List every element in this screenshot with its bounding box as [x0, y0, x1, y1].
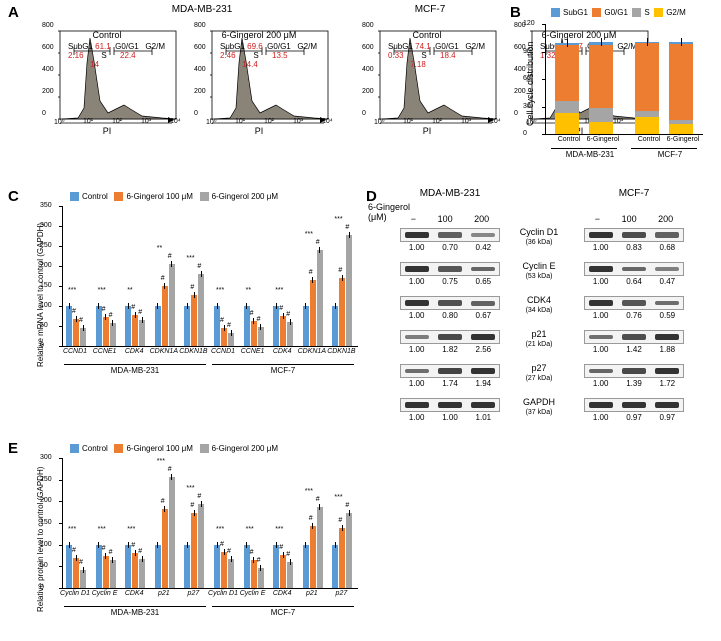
bar	[103, 556, 109, 589]
panel-e-ylabel: Relative protein level to control (GAPDH…	[36, 467, 45, 612]
bar	[132, 553, 138, 588]
flow-plot-2: ControlSubG1 74.1 G0/G1 G2/M0.33 S 18.4 …	[352, 18, 502, 138]
bar	[251, 560, 257, 588]
bar	[346, 235, 352, 346]
bar	[332, 306, 338, 346]
bar	[339, 278, 345, 346]
bar	[139, 320, 145, 346]
bar	[303, 545, 309, 588]
stacked-bar	[589, 42, 613, 134]
westernblot-row: 1.000.750.65	[400, 262, 500, 286]
bar	[139, 559, 145, 588]
bar	[317, 507, 323, 588]
westernblot-row: 1.000.640.47	[584, 262, 684, 286]
bar	[169, 264, 175, 346]
panel-b-ylabel: Cell cycle distribution	[525, 41, 535, 126]
bar	[103, 317, 109, 346]
bar	[303, 306, 309, 346]
panel-c-ylabel: Relative mRNA level to control (GAPDH)	[36, 223, 45, 367]
bar	[198, 274, 204, 346]
bar	[191, 513, 197, 588]
bar	[251, 321, 257, 346]
westernblot-row: 1.001.822.56	[400, 330, 500, 354]
bar	[214, 306, 220, 346]
bar	[317, 250, 323, 346]
bar	[287, 562, 293, 588]
westernblot-row: 1.000.830.68	[584, 228, 684, 252]
panel-e-chart: Control 6-Gingerol 100 μM 6-Gingerol 200…	[30, 444, 360, 634]
flow-plot-0: ControlSubG1 61.1 G0/G1 G2/M2.16 S 22.4 …	[32, 18, 182, 138]
bar	[346, 513, 352, 588]
bar	[162, 286, 168, 346]
westernblot-row: 1.001.421.88	[584, 330, 684, 354]
panel-d-westernblot: MDA-MB-231−100200MCF-7−1002006-Gingerol …	[370, 188, 710, 438]
panel-a-cell2: MCF-7	[370, 4, 490, 15]
westernblot-row: 1.000.800.67	[400, 296, 500, 320]
bar	[132, 315, 138, 346]
bar	[125, 306, 131, 346]
bar	[184, 545, 190, 588]
bar	[221, 552, 227, 588]
bar	[280, 555, 286, 588]
bar	[310, 280, 316, 346]
stacked-bar	[555, 43, 579, 134]
bar	[214, 545, 220, 588]
westernblot-row: 1.001.001.01	[400, 398, 500, 422]
westernblot-row: 1.000.700.42	[400, 228, 500, 252]
panel-b-chart: SubG1 G0/G1 S G2/M 0306090120Control6-Gi…	[515, 6, 707, 174]
bar	[110, 323, 116, 346]
westernblot-row: 1.000.760.59	[584, 296, 684, 320]
bar	[184, 306, 190, 346]
westernblot-row: 1.001.391.72	[584, 364, 684, 388]
flow-plot-1: 6-Gingerol 200 μMSubG1 69.6 G0/G1 G2/M2.…	[184, 18, 334, 138]
bar	[155, 545, 161, 588]
stacked-bar	[669, 42, 693, 134]
stacked-bar	[635, 42, 659, 134]
bar	[110, 560, 116, 588]
bar	[280, 316, 286, 346]
bar	[228, 559, 234, 588]
panel-a-cell1: MDA-MB-231	[52, 4, 352, 15]
westernblot-row: 1.000.970.97	[584, 398, 684, 422]
panel-c-label: C	[8, 188, 19, 205]
bar	[287, 322, 293, 346]
bar	[339, 528, 345, 588]
bar	[162, 509, 168, 588]
bar	[258, 568, 264, 588]
bar	[310, 526, 316, 588]
westernblot-row: 1.001.741.94	[400, 364, 500, 388]
bar	[273, 545, 279, 588]
panel-c-chart: Control 6-Gingerol 100 μM 6-Gingerol 200…	[30, 192, 360, 392]
bar	[155, 306, 161, 346]
bar	[125, 545, 131, 588]
panel-e-label: E	[8, 440, 18, 457]
bar	[332, 545, 338, 588]
bar	[191, 295, 197, 346]
bar	[169, 477, 175, 588]
panel-a-label: A	[8, 4, 19, 21]
bar	[198, 504, 204, 588]
